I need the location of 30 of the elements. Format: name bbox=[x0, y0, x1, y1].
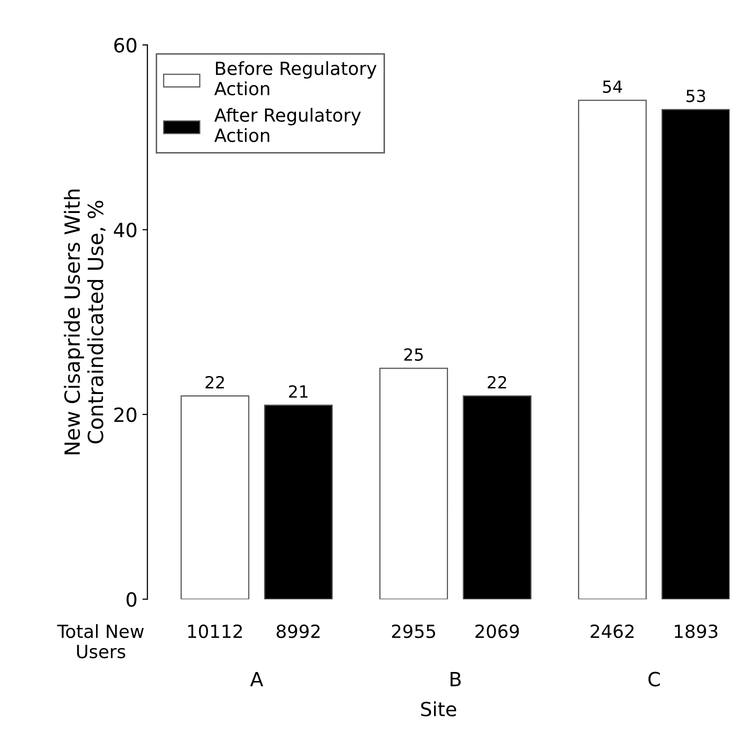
text: 2069 bbox=[475, 624, 519, 638]
text: Total New Users bbox=[57, 624, 144, 658]
data-label: 22 bbox=[488, 376, 506, 388]
bar bbox=[662, 109, 730, 600]
bar bbox=[180, 395, 250, 600]
x-tick-label: A bbox=[250, 672, 264, 686]
legend-label: After Regulatory Action bbox=[214, 108, 361, 142]
text: 2955 bbox=[392, 624, 436, 638]
bar bbox=[578, 100, 647, 600]
y-tick-label: 20 bbox=[114, 407, 136, 422]
data-label: 22 bbox=[206, 376, 224, 388]
bar bbox=[462, 395, 532, 600]
text: 8992 bbox=[276, 624, 320, 638]
y-tick-label: 40 bbox=[114, 222, 136, 238]
y-axis-title: New Cisapride Users With Contraindicated Use, % bbox=[64, 190, 106, 454]
legend-label: Before Regulatory Action bbox=[214, 61, 376, 96]
bar bbox=[379, 368, 448, 600]
text: 1893 bbox=[674, 624, 718, 638]
x-axis-title: Site bbox=[421, 701, 456, 716]
text: 2462 bbox=[590, 624, 634, 638]
data-label: 54 bbox=[603, 80, 622, 93]
bar bbox=[264, 404, 333, 600]
data-label: 53 bbox=[686, 90, 706, 102]
x-tick-label: B bbox=[450, 672, 461, 686]
y-tick-label: 0 bbox=[126, 592, 136, 607]
y-tick-label: 60 bbox=[114, 38, 136, 53]
data-label: 21 bbox=[289, 385, 308, 398]
data-label: 25 bbox=[404, 348, 423, 361]
text: 10112 bbox=[188, 624, 242, 638]
x-tick-label: C bbox=[648, 672, 660, 686]
